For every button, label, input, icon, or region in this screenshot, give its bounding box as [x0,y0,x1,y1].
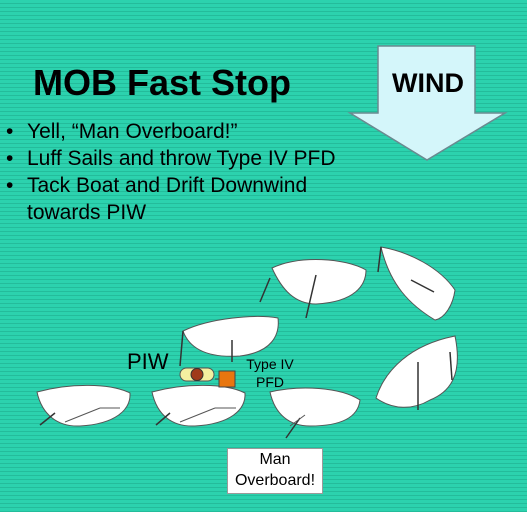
pfd-label-line1: Type IV [246,356,294,372]
boat-top-center [259,259,367,319]
piw-label: PIW [127,349,169,374]
mob-label-line1: Man [259,451,291,468]
wind-arrow [347,45,508,161]
bullet-item: Luff Sails and throw Type IV PFD [6,145,336,172]
bullet-item: Yell, “Man Overboard!” [6,118,336,145]
piw-figure [179,367,215,382]
boat-bottom-center-left [151,384,246,427]
wind-label: WIND [392,68,464,98]
mob-label-line2: Overboard! [234,472,316,489]
bullet-text: Tack Boat and Drift Downwind [27,174,308,197]
bullet-text: Yell, “Man Overboard!” [27,120,238,143]
type-iv-pfd [215,370,236,388]
boat-bottom-center-right [269,387,361,439]
bullet-list: Yell, “Man Overboard!” Luff Sails and th… [6,118,336,226]
pfd-label: Type IV PFD [234,355,306,391]
pfd-label-line2: PFD [256,374,284,390]
bullet-text-continued: towards PIW [27,201,147,224]
man-overboard-label: Man Overboard! [227,448,323,494]
boat-top-right [377,246,456,321]
boat-middle [179,316,279,367]
boat-bottom-left [36,384,131,427]
slide-title: MOB Fast Stop [33,62,291,103]
bullet-text: Luff Sails and throw Type IV PFD [27,147,336,170]
boat-right-middle [375,335,458,410]
bullet-item: Tack Boat and Drift Downwind towards PIW [6,172,336,226]
